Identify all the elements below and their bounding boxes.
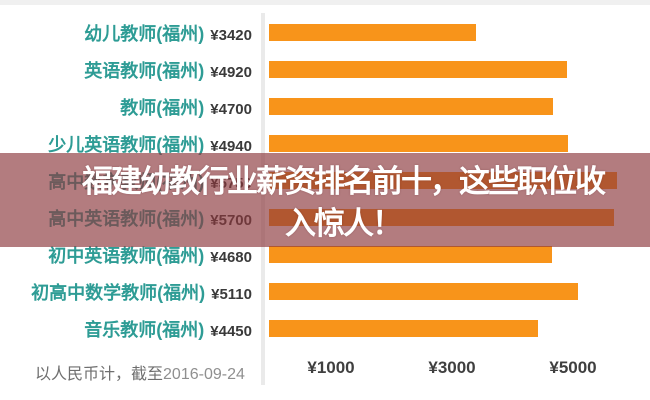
category-label: 音乐教师(福州): [84, 319, 205, 340]
chart-footnote: 以人民币计，截至2016-09-24: [35, 360, 245, 384]
category-label: 教师(福州): [120, 97, 205, 118]
value-label: ¥4940: [210, 137, 252, 155]
value-label: ¥3420: [210, 26, 252, 44]
chart-row: 初中英语教师(福州) ¥4680: [0, 236, 650, 273]
value-label: ¥4920: [210, 63, 252, 81]
category-label: 少儿英语教师(福州): [48, 134, 205, 155]
salary-bar: [269, 61, 567, 78]
headline-line2: 入惊人！: [285, 206, 403, 241]
top-strip: [0, 0, 650, 5]
salary-bar: [269, 98, 553, 115]
category-label: 英语教师(福州): [84, 60, 205, 81]
headline-line1: 福建幼教行业薪资排名前十，这些职位收: [82, 164, 606, 199]
salary-bar: [269, 320, 538, 337]
category-label: 初高中数学教师(福州): [31, 282, 206, 303]
chart-row: 幼儿教师(福州) ¥3420: [0, 14, 650, 51]
footnote-date: 2016-09-24: [163, 366, 245, 383]
row-label-cell: 少儿英语教师(福州) ¥4940: [0, 131, 252, 157]
salary-bar: [269, 135, 568, 152]
category-label: 幼儿教师(福州): [84, 23, 205, 44]
salary-bar: [269, 246, 552, 263]
x-axis-tick-label: ¥3000: [428, 358, 476, 377]
row-label-cell: 幼儿教师(福州) ¥3420: [0, 20, 252, 46]
x-axis-tick-label: ¥1000: [307, 358, 355, 377]
row-label-cell: 初中英语教师(福州) ¥4680: [0, 242, 252, 268]
x-axis-tick-label: ¥5000: [549, 358, 597, 377]
chart-row: 音乐教师(福州) ¥4450: [0, 310, 650, 347]
value-label: ¥4450: [210, 322, 252, 340]
category-label: 初中英语教师(福州): [48, 245, 205, 266]
row-label-cell: 教师(福州) ¥4700: [0, 94, 252, 120]
value-label: ¥4680: [210, 248, 252, 266]
chart-row: 少儿英语教师(福州) ¥4940: [0, 125, 650, 162]
chart-row: 教师(福州) ¥4700: [0, 88, 650, 125]
row-label-cell: 英语教师(福州) ¥4920: [0, 57, 252, 83]
headline-banner: 福建幼教行业薪资排名前十，这些职位收 入惊人！: [0, 153, 650, 247]
footnote-currency-text: 以人民币计，截至: [35, 366, 164, 383]
salary-bar: [269, 24, 476, 41]
salary-bar: [269, 283, 578, 300]
value-label: ¥4700: [210, 100, 252, 118]
row-label-cell: 初高中数学教师(福州) ¥5110: [0, 279, 252, 305]
chart-row: 英语教师(福州) ¥4920: [0, 51, 650, 88]
x-axis-ticks: ¥1000 ¥3000 ¥5000: [0, 358, 650, 378]
row-label-cell: 音乐教师(福州) ¥4450: [0, 316, 252, 342]
chart-row: 初高中数学教师(福州) ¥5110: [0, 273, 650, 310]
value-label: ¥5110: [211, 285, 252, 303]
